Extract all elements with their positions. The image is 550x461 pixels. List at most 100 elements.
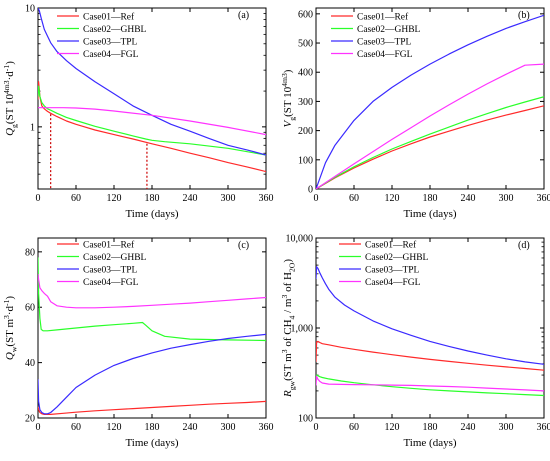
legend-label: Case04—FGL <box>365 278 421 288</box>
x-tick-label: 360 <box>259 422 274 433</box>
y-axis-label: Rgw(ST m3 of CH4 / m3 of H2O) <box>280 259 296 398</box>
series-line-case02 <box>316 374 544 397</box>
y-tick-label: 1 <box>30 122 35 133</box>
series-line-case01 <box>38 400 266 415</box>
x-tick-label: 120 <box>107 422 122 433</box>
legend-label: Case03—TPL <box>365 266 420 276</box>
series-line-case04 <box>38 107 266 136</box>
y-axis-label: Qw(ST m3·d-1) <box>2 296 18 361</box>
x-tick-label: 180 <box>145 422 160 433</box>
series-line-case01 <box>316 340 544 371</box>
legend-label: Case02—GHBL <box>365 253 429 263</box>
y-tick-label: 1,000 <box>291 324 314 335</box>
series-lines <box>38 8 266 173</box>
series-line-case03 <box>316 266 544 365</box>
x-tick-label: 300 <box>499 422 514 433</box>
x-tick-label: 240 <box>461 422 476 433</box>
legend-label: Case04—FGL <box>83 278 139 288</box>
legend-label: Case04—FGL <box>357 50 413 60</box>
x-tick-label: 60 <box>349 422 359 433</box>
x-axis-label: Time (days) <box>403 437 456 449</box>
series-line-case04 <box>316 375 544 392</box>
x-tick-label: 360 <box>537 193 550 204</box>
y-tick-label: 100 <box>298 414 313 425</box>
series-line-case02 <box>38 85 266 156</box>
legend-label: Case01—Ref <box>83 240 135 251</box>
plot-frame <box>315 7 545 190</box>
x-tick-label: 300 <box>499 193 514 204</box>
x-tick-label: 240 <box>461 193 476 204</box>
x-tick-label: 360 <box>259 193 274 204</box>
series-line-case03 <box>316 14 544 189</box>
x-axis-label: Time (days) <box>125 437 178 449</box>
x-tick-label: 120 <box>385 422 400 433</box>
series-line-case03 <box>38 333 266 415</box>
x-tick-label: 0 <box>314 193 319 204</box>
panel-4: 0 60 120 180 240 300 360 100 1,000 10,000 Time (da… <box>280 234 550 450</box>
series-line-case01 <box>316 105 544 189</box>
y-tick-label: 0 <box>308 185 313 196</box>
panel-label: (d) <box>518 240 530 251</box>
legend-label: Case01—Ref <box>365 240 417 251</box>
y-tick-label: 80 <box>25 247 35 258</box>
series-lines <box>316 14 544 189</box>
y-tick-label: 10,000 <box>286 234 314 245</box>
x-tick-label: 60 <box>71 422 81 433</box>
x-tick-label: 300 <box>221 193 236 204</box>
panel-1: 0 60 120 180 240 300 360 1 10 Time (days) Qg(ST 10… <box>2 4 274 221</box>
panel-label: (a) <box>238 10 249 21</box>
y-tick-label: 400 <box>298 68 313 79</box>
series-line-case02 <box>316 96 544 189</box>
x-axis-label: Time (days) <box>125 208 178 220</box>
y-tick-label: 40 <box>25 358 35 369</box>
series-lines <box>38 257 266 415</box>
legend-label: Case01—Ref <box>357 12 409 23</box>
series-line-case02 <box>38 257 266 342</box>
legend-label: Case04—FGL <box>83 50 139 60</box>
y-axis-label: Vg(ST 104m3) <box>280 69 296 127</box>
x-tick-label: 0 <box>36 422 41 433</box>
x-tick-label: 240 <box>183 193 198 204</box>
legend-label: Case01—Ref <box>83 12 135 23</box>
y-tick-label: 300 <box>298 97 313 108</box>
x-tick-label: 240 <box>183 422 198 433</box>
y-tick-label: 20 <box>25 414 35 425</box>
y-tick-label: 10 <box>25 4 35 15</box>
legend-label: Case02—GHBL <box>83 253 147 263</box>
panel-label: (b) <box>518 10 530 21</box>
series-line-case04 <box>38 273 266 309</box>
x-tick-label: 120 <box>385 193 400 204</box>
series-line-case04 <box>316 63 544 189</box>
plot-frame <box>315 237 545 419</box>
x-tick-label: 120 <box>107 193 122 204</box>
series-line-case03 <box>38 8 266 156</box>
legend-label: Case03—TPL <box>83 266 138 276</box>
x-tick-label: 60 <box>71 193 81 204</box>
panel-label: (c) <box>238 240 249 251</box>
y-tick-label: 600 <box>298 9 313 20</box>
legend-label: Case02—GHBL <box>357 25 421 35</box>
y-tick-label: 60 <box>25 303 35 314</box>
x-tick-label: 0 <box>36 193 41 204</box>
plot-frame <box>37 7 267 190</box>
x-tick-label: 180 <box>423 422 438 433</box>
x-axis-label: Time (days) <box>403 208 456 220</box>
x-tick-label: 360 <box>537 422 550 433</box>
y-tick-label: 100 <box>298 155 313 166</box>
x-tick-label: 60 <box>349 193 359 204</box>
x-tick-label: 300 <box>221 422 236 433</box>
legend-label: Case03—TPL <box>83 38 138 48</box>
y-tick-label: 200 <box>298 126 313 137</box>
panel-3: 0 60 120 180 240 300 360 20 40 60 80 Time (days) Qw(… <box>2 237 274 449</box>
panel-2: 0 60 120 180 240 300 360 0 100 200 300 400 500 600 Tim… <box>280 7 550 220</box>
legend-label: Case03—TPL <box>357 38 412 48</box>
x-tick-label: 0 <box>314 422 319 433</box>
x-tick-label: 180 <box>145 193 160 204</box>
series-lines <box>316 266 544 397</box>
legend-label: Case02—GHBL <box>83 25 147 35</box>
x-tick-label: 180 <box>423 193 438 204</box>
series-line-case01 <box>38 81 266 173</box>
y-axis-label: Qg(ST 104m3·d-1) <box>2 61 18 136</box>
y-tick-label: 500 <box>298 39 313 50</box>
